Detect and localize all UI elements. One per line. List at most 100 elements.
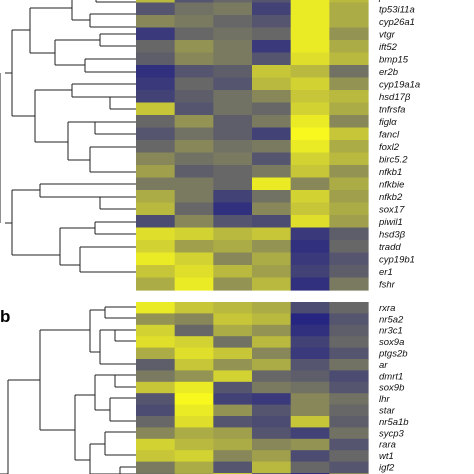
heatmap-cell [213,27,253,41]
heatmap-cell [213,177,253,191]
dendrogram-b [0,306,136,474]
heatmap-cell [136,240,176,254]
gene-labels-b: rxranr5a2nr3c1sox9aptgs2bardmrt1sox9blhr… [378,303,409,474]
heatmap-cell [329,190,369,204]
heatmap-cell [213,2,253,16]
gene-label: rara [379,440,396,451]
heatmap-cell [329,265,369,279]
heatmap-cell [329,202,369,216]
heatmap-cell [290,450,330,463]
heatmap-cell [136,65,176,79]
heatmap-cell [290,438,330,451]
heatmap-cell [252,393,292,406]
heatmap-cell [290,40,330,54]
heatmap-cell [329,90,369,104]
heatmap-cell [136,347,176,360]
heatmap-cell [213,427,253,440]
heatmap-cell [174,152,214,166]
heatmap-cell [174,27,214,41]
heatmap-cell [174,102,214,116]
heatmap-cell [290,27,330,41]
gene-label: nfkb2 [379,192,403,203]
heatmap-cell [174,15,214,29]
heatmap-cells-a [136,0,369,291]
heatmap-cell [174,277,214,291]
heatmap-cell [136,40,176,54]
heatmap-cell [290,302,330,314]
heatmap-cell [290,102,330,116]
gene-label: sox9a [379,337,404,348]
heatmap-cell [252,2,292,16]
heatmap-cell [290,359,330,371]
heatmap-cell [213,102,253,116]
heatmap-cell [252,127,292,141]
heatmap-cell [252,202,292,216]
heatmap-cell [174,190,214,204]
heatmap-cell [174,2,214,16]
heatmap-cell [136,324,176,337]
heatmap-cell [329,27,369,41]
heatmap-cell [213,313,253,326]
heatmap-cell [213,52,253,66]
gene-label: wt1 [379,451,394,462]
heatmap-cell [329,2,369,16]
heatmap-cell [174,177,214,191]
heatmap-cell [252,27,292,41]
heatmap-cell [174,381,214,394]
heatmap-cell [174,438,214,451]
heatmap-cell [136,461,176,474]
heatmap-cell [174,461,214,474]
heatmap-cell [290,177,330,191]
heatmap-cell [252,227,292,241]
gene-label: fshr [379,279,396,290]
heatmap-cell [174,252,214,266]
heatmap-cell [136,336,176,349]
heatmap-cell [329,404,369,417]
heatmap-cell [290,77,330,91]
heatmap-cell [290,370,330,383]
heatmap-cell [252,324,292,337]
heatmap-cell [213,115,253,129]
heatmap-cell [252,381,292,394]
heatmap-cell [329,227,369,241]
heatmap-cell [290,416,330,428]
heatmap-cell [213,265,253,279]
heatmap-cell [290,336,330,349]
heatmap-cell [290,165,330,179]
heatmap-panel-b: b rxranr5a2nr3c1sox9aptgs2bardmrt1sox9bl… [0,302,409,474]
heatmap-cell [174,347,214,360]
heatmap-cell [136,277,176,291]
heatmap-cell [136,2,176,16]
heatmap-cell [329,0,369,4]
heatmap-cell [290,115,330,129]
heatmap-cell [213,252,253,266]
heatmap-cell [136,265,176,279]
heatmap-cell [252,165,292,179]
heatmap-cell [174,370,214,383]
gene-label: ift52 [379,42,398,53]
heatmap-cell [174,115,214,129]
gene-label: tradd [379,242,401,253]
heatmap-cell [252,302,292,314]
gene-label: nfkbie [379,179,404,190]
heatmap-cell [136,302,176,314]
heatmap-cell [290,240,330,254]
heatmap-cell [290,347,330,360]
heatmap-cell [174,65,214,79]
heatmap-cell [290,313,330,326]
heatmap-cell [174,324,214,337]
heatmap-cell [252,40,292,54]
heatmap-cell [174,404,214,417]
heatmap-cell [329,438,369,451]
gene-label: birc5.2 [379,154,408,165]
heatmap-cell [213,240,253,254]
heatmap-cell [329,277,369,291]
heatmap-cell [329,140,369,154]
heatmap-cell [136,152,176,166]
heatmap-cell [136,370,176,383]
heatmap-cell [329,359,369,371]
heatmap-cell [329,450,369,463]
heatmap-cell [290,202,330,216]
heatmap-cell [290,215,330,229]
heatmap-cell [213,416,253,428]
